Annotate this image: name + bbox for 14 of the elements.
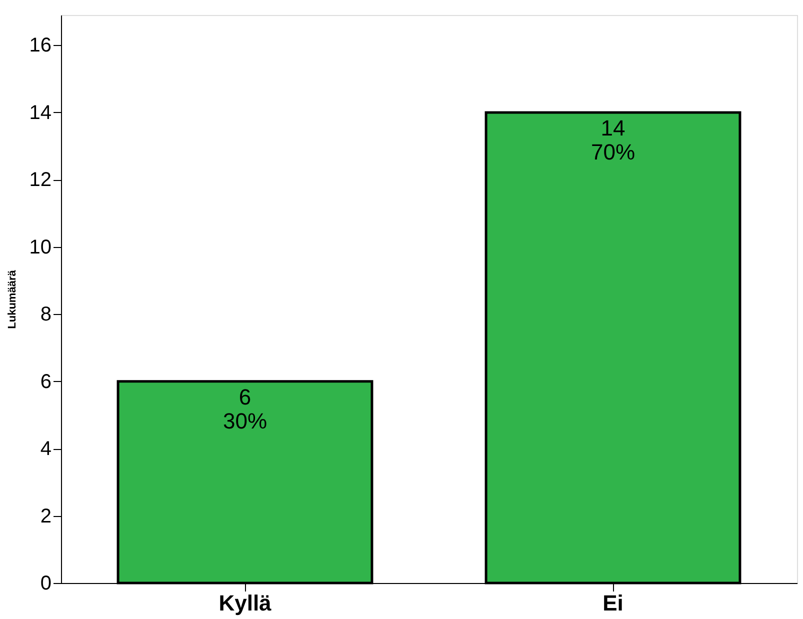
y-tick-label: 4 xyxy=(40,438,52,460)
y-tick-label: 14 xyxy=(29,102,52,124)
y-tick-label: 8 xyxy=(40,304,52,326)
x-tick-label: Kyllä xyxy=(218,590,272,616)
x-tick-label: Ei xyxy=(602,590,624,616)
y-tick-label: 2 xyxy=(40,505,52,528)
data-label: 6 30% xyxy=(222,384,268,434)
y-tick-label: 6 xyxy=(40,370,52,393)
y-tick-label: 12 xyxy=(29,169,52,192)
y-tick-label: 0 xyxy=(40,572,52,594)
data-label: 14 70% xyxy=(590,115,636,164)
y-tick-label: 10 xyxy=(29,236,52,258)
y-tick-label: 16 xyxy=(29,34,52,57)
y-axis-title: Lukumäärä xyxy=(6,269,18,329)
